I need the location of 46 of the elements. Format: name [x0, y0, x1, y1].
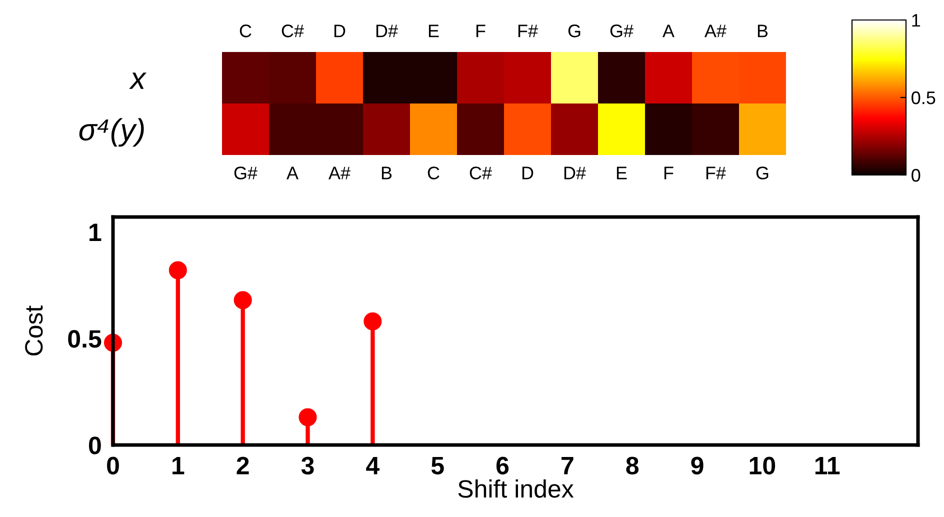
text: A# — [328, 166, 350, 180]
x-axis-title: Shift index — [458, 479, 574, 498]
x-tick-label: D# — [376, 24, 398, 38]
x-tick-label: 7 — [562, 457, 574, 474]
x-tick-label: G# — [610, 24, 634, 38]
x-tick-label: 1 — [172, 457, 184, 474]
x-tick-label: 10 — [750, 456, 776, 474]
color-bar-label: 0 — [912, 168, 920, 182]
x-tick-label: F — [476, 24, 486, 38]
y-tick-label: 0 — [88, 436, 101, 454]
x-tick-label: 5 — [431, 457, 444, 474]
x-tick-label: A# — [704, 24, 726, 38]
x-tick-label: C# — [282, 24, 304, 38]
x-tick-label: 9 — [691, 456, 704, 474]
text: C — [428, 166, 440, 180]
x-tick-label: F# — [518, 24, 538, 38]
x-tick-label: 6 — [496, 456, 509, 474]
x-tick-label: 11 — [815, 457, 840, 474]
text: E — [616, 166, 627, 180]
x-tick-label: 3 — [301, 456, 314, 475]
x-tick-label: E — [428, 24, 439, 38]
x-tick-label: B — [758, 24, 768, 38]
x-tick-label: 0 — [107, 456, 119, 474]
y-tick-label: 0.5 — [68, 330, 102, 348]
x-tick-label: C — [240, 24, 252, 38]
y-tick-label: x — [129, 72, 147, 89]
text: G — [756, 166, 768, 180]
color-bar-label: 1 — [912, 14, 920, 27]
text: C# — [470, 166, 492, 180]
x-tick-label: A — [662, 24, 674, 38]
text: A — [286, 166, 298, 180]
y-tick-label: 1 — [90, 224, 102, 241]
text: F — [664, 166, 674, 180]
x-tick-label: 2 — [236, 456, 249, 474]
x-tick-label: D — [334, 24, 346, 38]
text: D — [522, 166, 534, 180]
x-tick-label: 8 — [626, 456, 639, 474]
text: F# — [706, 166, 726, 180]
text: D# — [564, 166, 586, 180]
color-bar-label: 0.5 — [912, 91, 936, 104]
x-tick-label: 4 — [366, 457, 380, 474]
text: G# — [234, 166, 258, 180]
y-tick-label: σ⁴(y) — [79, 118, 144, 147]
y-axis-title: Cost — [25, 305, 43, 356]
x-tick-label: G — [568, 24, 580, 38]
text: B — [382, 166, 392, 180]
